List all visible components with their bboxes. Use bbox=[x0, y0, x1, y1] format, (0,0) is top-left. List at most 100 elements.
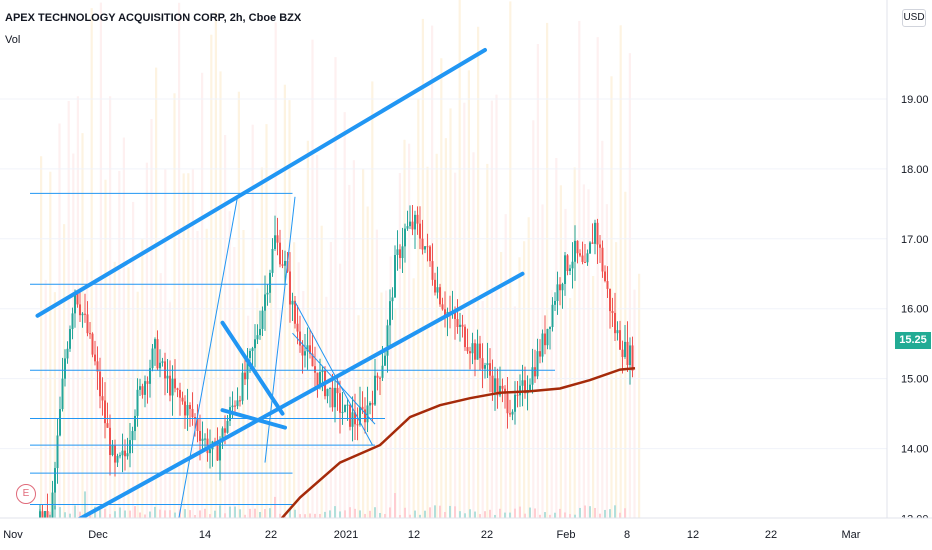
price-tick-label: 16.00 bbox=[901, 304, 929, 316]
volume-bar bbox=[124, 510, 126, 518]
volume-bar bbox=[369, 510, 371, 518]
candle-body bbox=[419, 223, 421, 239]
candle bbox=[189, 402, 191, 427]
candle bbox=[501, 378, 504, 403]
volume-bar bbox=[74, 505, 76, 518]
candle bbox=[364, 397, 366, 434]
candle-body bbox=[624, 341, 626, 357]
volume-band bbox=[394, 308, 397, 518]
volume-band bbox=[334, 57, 337, 518]
candle-body bbox=[196, 418, 199, 431]
currency-button[interactable]: USD bbox=[902, 9, 926, 27]
candle-body bbox=[299, 331, 301, 346]
candle bbox=[144, 375, 146, 408]
volume-bar bbox=[559, 508, 561, 518]
candle bbox=[431, 243, 434, 286]
candle-body bbox=[151, 348, 154, 369]
volume-band bbox=[619, 25, 622, 519]
time-tick-label: 22 bbox=[765, 529, 777, 541]
candle-body bbox=[166, 375, 169, 379]
volume-band bbox=[440, 58, 443, 518]
volume-bar bbox=[604, 509, 606, 518]
candle-body bbox=[609, 288, 611, 312]
candle-body bbox=[391, 297, 394, 302]
candle bbox=[261, 306, 264, 336]
candle-body bbox=[291, 300, 294, 305]
volume-bar bbox=[624, 508, 626, 518]
candle bbox=[439, 283, 441, 307]
candle-body bbox=[379, 377, 381, 379]
candle bbox=[239, 395, 241, 407]
candle bbox=[514, 381, 516, 425]
volume-band bbox=[555, 158, 558, 518]
candle-body bbox=[219, 442, 221, 461]
symbol-title[interactable]: APEX TECHNOLOGY ACQUISITION CORP, 2h, Cb… bbox=[5, 12, 302, 24]
volume-bar bbox=[294, 509, 296, 518]
candle-body bbox=[564, 255, 566, 284]
candle bbox=[54, 461, 56, 510]
volume-bar bbox=[149, 511, 151, 518]
candle bbox=[506, 376, 509, 429]
candle bbox=[371, 390, 374, 422]
price-tick-label: 15.00 bbox=[901, 374, 929, 386]
volume-band bbox=[325, 296, 328, 518]
candle-body bbox=[619, 330, 621, 350]
volume-bar bbox=[64, 512, 66, 518]
volume-bar bbox=[394, 493, 396, 518]
volume-bar bbox=[314, 513, 316, 518]
volume-band bbox=[201, 72, 204, 519]
candle bbox=[71, 307, 74, 340]
candle-body bbox=[39, 511, 41, 519]
candle bbox=[631, 336, 634, 378]
volume-band bbox=[366, 206, 369, 518]
candle-body bbox=[231, 405, 234, 408]
candle bbox=[379, 376, 381, 396]
time-tick-label: 2021 bbox=[334, 529, 358, 541]
volume-bar bbox=[244, 514, 246, 518]
volume-band bbox=[403, 139, 406, 519]
candle bbox=[609, 288, 611, 329]
candle-body bbox=[284, 260, 286, 266]
candle-body bbox=[504, 388, 506, 394]
candle-body bbox=[366, 405, 369, 423]
candle bbox=[186, 388, 189, 431]
volume-bar bbox=[534, 508, 536, 518]
candle-body bbox=[134, 415, 136, 432]
volume-bar bbox=[324, 511, 326, 518]
candle-body bbox=[176, 388, 179, 390]
candle-body bbox=[156, 339, 159, 369]
volume-bar bbox=[539, 514, 541, 518]
volume-bar bbox=[234, 506, 236, 518]
volume-band bbox=[228, 211, 231, 518]
candle bbox=[551, 297, 554, 332]
candle bbox=[174, 359, 176, 393]
candle bbox=[466, 328, 469, 354]
volume-bar bbox=[399, 514, 401, 518]
candle bbox=[521, 364, 524, 407]
volume-band bbox=[357, 315, 360, 518]
earnings-badge[interactable]: E bbox=[16, 484, 36, 504]
candle bbox=[246, 347, 249, 400]
candle bbox=[459, 313, 461, 342]
volume-band bbox=[463, 102, 466, 518]
candle-body bbox=[309, 345, 311, 354]
candle-body bbox=[611, 311, 614, 313]
candle bbox=[131, 426, 134, 454]
volume-bar bbox=[319, 513, 321, 518]
candle bbox=[374, 358, 376, 407]
volume-band bbox=[109, 96, 112, 519]
candle-body bbox=[374, 375, 376, 405]
volume-label[interactable]: Vol bbox=[5, 34, 21, 46]
candle bbox=[281, 249, 284, 269]
volume-bar bbox=[439, 505, 441, 518]
candle-body bbox=[209, 449, 211, 454]
time-axis[interactable]: Nov Dec 14 22 2021 12 22 Feb 8 12 22 Mar bbox=[0, 517, 932, 550]
candle-body bbox=[429, 246, 431, 262]
candle-body bbox=[404, 228, 406, 247]
volume-bar bbox=[114, 511, 116, 518]
candle-body bbox=[369, 402, 371, 406]
candle-body bbox=[536, 351, 539, 377]
volume-bar bbox=[299, 514, 301, 518]
